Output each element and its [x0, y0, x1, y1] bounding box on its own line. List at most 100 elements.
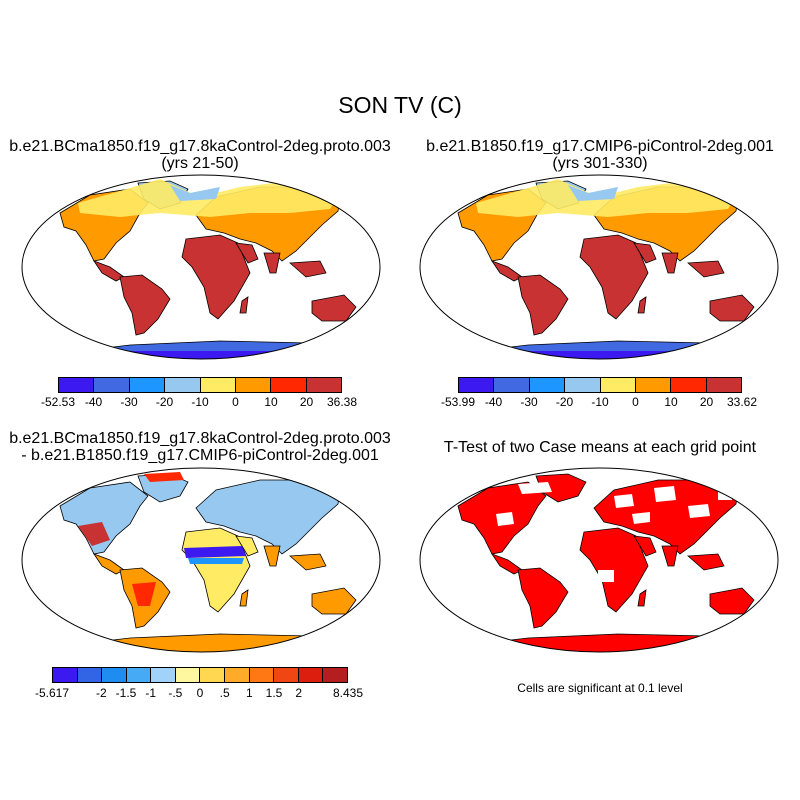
colorbar-swatch	[200, 668, 226, 682]
antarctic-core	[458, 351, 748, 359]
land-australia	[709, 294, 755, 322]
colorbar-tick-label: 20	[699, 395, 714, 409]
colorbar-swatch	[129, 378, 166, 392]
colorbar-swatch	[94, 378, 130, 392]
panel-1-map	[21, 174, 381, 360]
land-madagascar	[239, 589, 249, 607]
colorbar-tick-label: 20	[299, 395, 314, 409]
colorbar-tick-label: -40	[84, 395, 103, 409]
colorbar-tick-label: 0	[632, 395, 639, 409]
sahel-band-2	[188, 558, 244, 564]
colorbar-swatch	[671, 378, 707, 392]
colorbar-swatch	[53, 668, 78, 682]
land-centralAmerica	[490, 553, 523, 575]
panel-2-colorbar	[458, 377, 742, 393]
land-madagascar	[239, 296, 249, 314]
colorbar-tick-label: 1	[245, 686, 253, 700]
colorbar-tick-label: 1.5	[265, 686, 283, 700]
land-centralAmerica	[490, 260, 523, 282]
land-southAmerica	[517, 274, 569, 336]
colorbar-tick-label: -40	[484, 395, 503, 409]
colorbar-swatch	[635, 378, 672, 392]
panel-1-title-line2: (yrs 21-50)	[161, 155, 239, 172]
land-northAmerica	[59, 481, 149, 555]
colorbar-swatch	[565, 378, 601, 392]
land-india	[661, 252, 679, 274]
land-antarctica	[79, 633, 331, 652]
colorbar-tick-label: -52.53	[40, 395, 76, 409]
colorbar-tick-label: -.5	[168, 686, 183, 700]
colorbar-tick-label: -1	[145, 686, 156, 700]
panel-2-colorbar-labels: -53.99 -40 -30 -20 -10 0 10 20 33.62	[441, 395, 757, 411]
colorbar-swatch	[200, 378, 236, 392]
land-madagascar	[637, 589, 647, 607]
colorbar-tick-label: -1.5	[115, 686, 137, 700]
colorbar-swatch	[306, 378, 341, 392]
land-madagascar	[637, 296, 647, 314]
figure-title: SON TV (C)	[338, 92, 462, 118]
panel-4-map	[419, 467, 779, 653]
na-warm-patch	[78, 522, 110, 546]
nonsignificant-cells	[654, 486, 676, 502]
nonsignificant-cells	[632, 512, 650, 524]
land-seAsia	[687, 260, 725, 278]
colorbar-swatch	[249, 668, 275, 682]
colorbar-swatch	[459, 378, 495, 392]
panel-1-title: b.e21.BCma1850.f19_g17.8kaControl-2deg.p…	[0, 138, 400, 172]
colorbar-tick-label: 0	[196, 686, 204, 700]
panel-2-title-line2: (yrs 301-330)	[552, 155, 648, 172]
land-australia	[311, 587, 357, 615]
colorbar-tick-label: -5.617	[34, 686, 70, 700]
colorbar-tick-label: .5	[219, 686, 230, 700]
colorbar-swatch	[274, 668, 299, 682]
colorbar-swatch	[706, 378, 741, 392]
land-africa	[579, 234, 649, 320]
panel-1-title-line1: b.e21.BCma1850.f19_g17.8kaControl-2deg.p…	[9, 138, 391, 155]
arctic-cold	[170, 185, 220, 201]
land-india	[263, 252, 281, 274]
panel-3-title-line2: - b.e21.B1850.f19_g17.CMIP6-piControl-2d…	[21, 447, 379, 464]
colorbar-swatch	[126, 668, 152, 682]
colorbar-swatch	[165, 378, 201, 392]
panel-1-colorbar-labels: -52.53 -40 -30 -20 -10 0 10 20 36.38	[41, 395, 357, 411]
panel-3-title-line1: b.e21.BCma1850.f19_g17.8kaControl-2deg.p…	[9, 430, 391, 447]
panel-1-colorbar	[58, 377, 342, 393]
colorbar-swatch	[77, 668, 103, 682]
colorbar-swatch	[235, 378, 272, 392]
panel-3-title: b.e21.BCma1850.f19_g17.8kaControl-2deg.p…	[0, 430, 400, 464]
colorbar-tick-label: -30	[520, 395, 538, 409]
colorbar-tick-label: -10	[591, 395, 609, 409]
panel-4-title: T-Test of two Case means at each grid po…	[443, 439, 757, 456]
arctic-cold	[568, 185, 618, 201]
map-border	[419, 174, 779, 360]
colorbar-tick-label: -20	[555, 395, 574, 409]
colorbar-tick-label: 0	[232, 395, 239, 409]
map-border	[21, 174, 381, 360]
land-india	[263, 545, 281, 567]
colorbar-swatch	[494, 378, 530, 392]
significance-note: Cells are significant at 0.1 level	[517, 681, 683, 695]
antarctic-core	[60, 351, 350, 359]
colorbar-tick-label: -30	[120, 395, 138, 409]
map-border	[21, 467, 381, 653]
land-arabia	[235, 535, 259, 557]
land-seAsia	[687, 553, 725, 571]
panel-3-colorbar-labels: -5.617 -2 -1.5 -1 -.5 0 .5 1 1.5 2 8.435	[35, 686, 363, 702]
land-southAmerica	[119, 274, 171, 336]
land-australia	[709, 587, 755, 615]
colorbar-swatch	[271, 378, 307, 392]
panel-2-title-line1: b.e21.B1850.f19_g17.CMIP6-piControl-2deg…	[426, 138, 774, 155]
land-arabia	[633, 535, 657, 557]
panel-2-title: b.e21.B1850.f19_g17.CMIP6-piControl-2deg…	[400, 138, 800, 172]
panel-2-map	[419, 174, 779, 360]
land-seAsia	[289, 260, 327, 278]
land-centralAmerica	[92, 260, 125, 282]
colorbar-swatch	[323, 668, 347, 682]
colorbar-swatch	[151, 668, 176, 682]
colorbar-tick-label: 8.435	[332, 686, 364, 700]
nonsignificant-cells	[496, 512, 514, 526]
land-seAsia	[289, 553, 327, 571]
greenland-warm	[144, 472, 184, 482]
land-arabia	[633, 242, 657, 264]
colorbar-tick-label: -10	[191, 395, 209, 409]
